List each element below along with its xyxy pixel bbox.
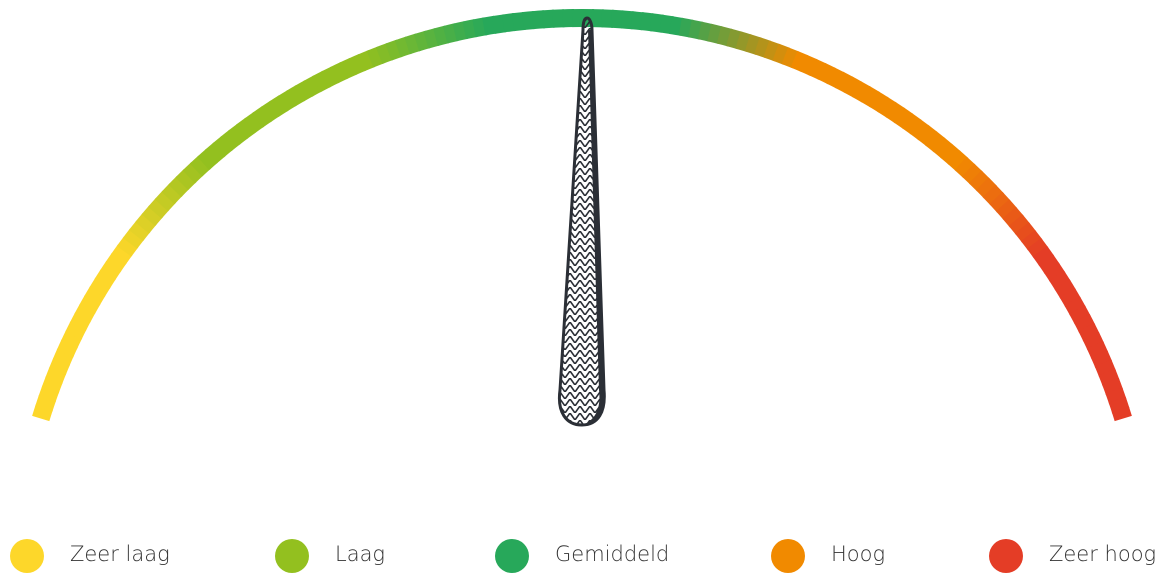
legend: Zeer laag Laag Gemiddeld Hoog Zeer hoog xyxy=(10,539,1156,573)
legend-label: Gemiddeld xyxy=(555,542,669,566)
arc-segment xyxy=(1120,409,1123,418)
legend-swatch xyxy=(771,539,805,573)
legend-swatch xyxy=(495,539,529,573)
legend-swatch xyxy=(10,539,44,573)
legend-label: Laag xyxy=(335,542,385,566)
legend-swatch xyxy=(989,539,1023,573)
legend-label: Zeer hoog xyxy=(1049,542,1156,566)
legend-swatch xyxy=(275,539,309,573)
legend-label: Zeer laag xyxy=(70,542,170,566)
legend-label: Hoog xyxy=(831,542,885,566)
gauge: Zeer laag Laag Gemiddeld Hoog Zeer hoog xyxy=(0,0,1164,574)
